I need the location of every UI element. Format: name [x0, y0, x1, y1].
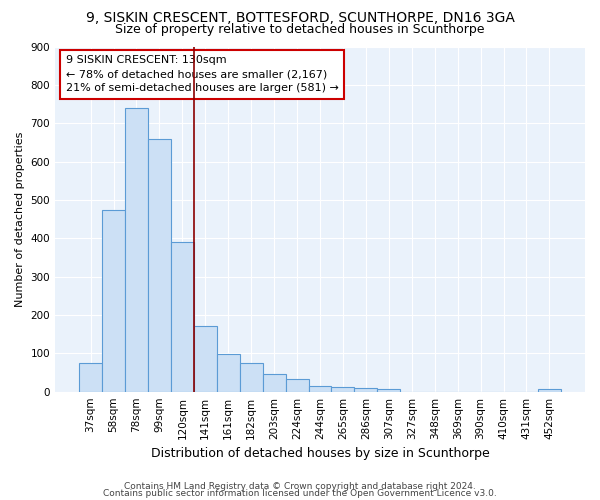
Bar: [217, 354, 240, 392]
Text: Contains public sector information licensed under the Open Government Licence v3: Contains public sector information licen…: [103, 489, 497, 498]
Bar: [263, 374, 286, 392]
Bar: [194, 326, 217, 392]
Bar: [377, 390, 400, 392]
Text: Size of property relative to detached houses in Scunthorpe: Size of property relative to detached ho…: [115, 22, 485, 36]
Bar: [171, 242, 194, 392]
Bar: [102, 210, 125, 392]
Text: 9, SISKIN CRESCENT, BOTTESFORD, SCUNTHORPE, DN16 3GA: 9, SISKIN CRESCENT, BOTTESFORD, SCUNTHOR…: [86, 12, 514, 26]
Y-axis label: Number of detached properties: Number of detached properties: [15, 132, 25, 307]
Bar: [355, 388, 377, 392]
Bar: [79, 363, 102, 392]
X-axis label: Distribution of detached houses by size in Scunthorpe: Distribution of detached houses by size …: [151, 447, 490, 460]
Bar: [538, 388, 561, 392]
Bar: [331, 387, 355, 392]
Bar: [308, 386, 331, 392]
Bar: [148, 138, 171, 392]
Text: Contains HM Land Registry data © Crown copyright and database right 2024.: Contains HM Land Registry data © Crown c…: [124, 482, 476, 491]
Bar: [125, 108, 148, 392]
Bar: [240, 363, 263, 392]
Bar: [286, 380, 308, 392]
Text: 9 SISKIN CRESCENT: 130sqm
← 78% of detached houses are smaller (2,167)
21% of se: 9 SISKIN CRESCENT: 130sqm ← 78% of detac…: [65, 55, 338, 93]
